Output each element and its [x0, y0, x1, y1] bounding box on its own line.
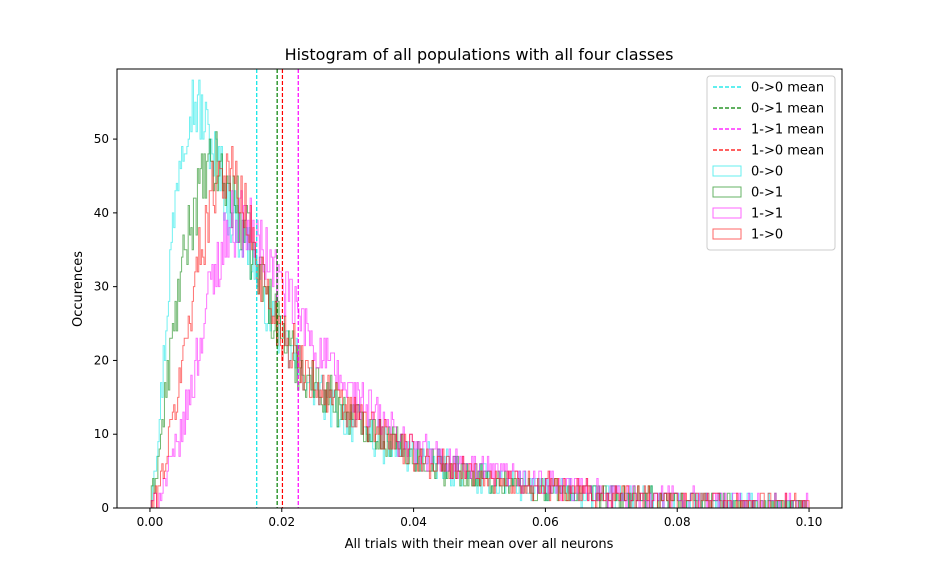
x-tick-label: 0.10: [796, 515, 823, 529]
x-tick-label: 0.00: [137, 515, 164, 529]
legend-swatch-patch: [712, 207, 742, 219]
axes: 0.00 0.02 0.04 0.06 0.08 0.10 0 10 20 30 40 50: [94, 68, 843, 529]
legend-entry-label: 0->1 mean: [751, 102, 824, 117]
x-tick-label: 0.06: [532, 515, 559, 529]
legend-entry-label: 0->1: [751, 186, 783, 201]
legend-entry-label: 1->0: [751, 228, 783, 243]
legend-box: [706, 75, 836, 251]
axes-frame: [116, 68, 843, 509]
chart-title: Histogram of all populations with all fo…: [285, 45, 674, 64]
x-tick-label: 0.04: [400, 515, 427, 529]
x-tick-label: 0.02: [268, 515, 295, 529]
y-tick-label: 20: [94, 353, 109, 367]
x-tick-label: 0.08: [664, 515, 691, 529]
legend-entry-label: 0->0: [751, 165, 783, 180]
plot-area: [149, 69, 810, 508]
legend-entry-label: 0->0 mean: [751, 81, 824, 96]
plot-series-group: [149, 79, 810, 508]
legend-swatch-patch: [712, 165, 742, 177]
y-tick-label: 50: [94, 132, 109, 146]
legend-swatch-patch: [712, 186, 742, 198]
legend-entry-label: 1->1 mean: [751, 123, 824, 138]
histogram-series-1-to-0: [149, 145, 810, 508]
y-tick-label: 0: [101, 501, 109, 515]
x-axis-label: All trials with their mean over all neur…: [345, 537, 614, 552]
legend: 0->0 mean 0->1 mean 1->1 mean 1->0 mean 0->0…: [706, 75, 836, 251]
y-axis-label: Occurences: [71, 251, 86, 327]
legend-entry-label: 1->1: [751, 207, 783, 222]
legend-swatch-patch: [712, 228, 742, 240]
legend-entry-label: 1->0 mean: [751, 144, 824, 159]
y-tick-label: 10: [94, 427, 109, 441]
y-tick-label: 40: [94, 206, 109, 220]
y-tick-label: 30: [94, 280, 109, 294]
